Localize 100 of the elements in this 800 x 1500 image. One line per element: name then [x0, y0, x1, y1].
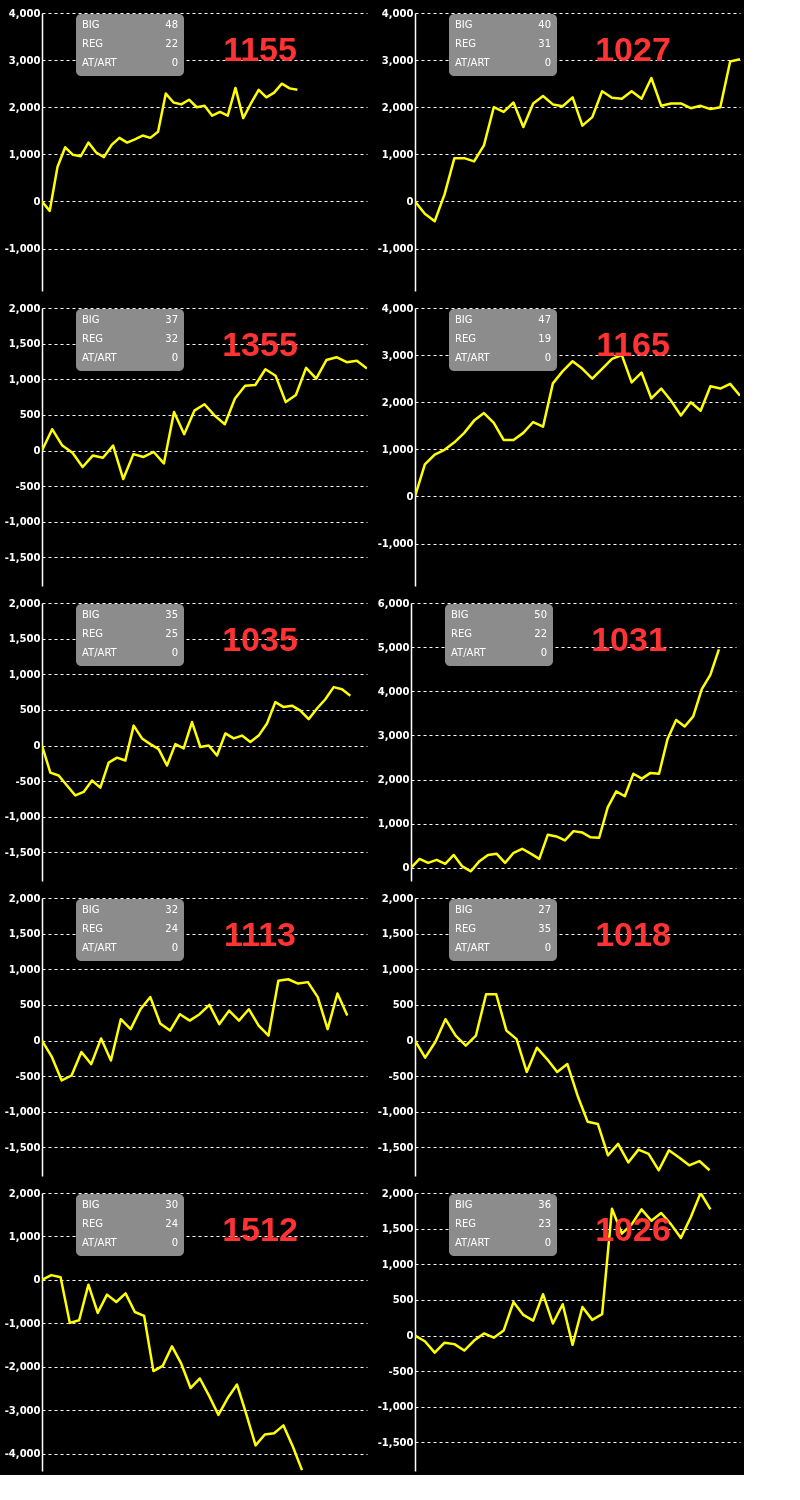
annotation: AT/ART	[455, 352, 491, 363]
y-tick-label: 1,000	[8, 373, 41, 385]
annotation: BIG	[455, 904, 473, 915]
annotation: BIG	[455, 1199, 473, 1210]
y-tick-label: 2,000	[381, 396, 414, 408]
y-tick-label: 2,000	[8, 597, 41, 609]
y-tick-label: 6,000	[377, 597, 410, 609]
annotation: AT/ART	[82, 1237, 118, 1248]
annotation: 22	[534, 628, 547, 639]
annotation: 19	[538, 333, 551, 344]
annotation: 50	[534, 609, 547, 620]
annotation: REG	[455, 923, 477, 934]
y-tick-label: -1,000	[377, 1401, 414, 1413]
annotation: BIG	[451, 609, 469, 620]
annotation: 0	[544, 57, 551, 68]
annotation: 23	[538, 1218, 551, 1229]
y-tick-label: -1,000	[377, 243, 414, 255]
y-tick-label: 1,500	[381, 1223, 414, 1235]
y-tick-label: 0	[402, 862, 410, 874]
y-tick-label: -1,500	[4, 846, 41, 858]
line-series	[415, 1193, 712, 1354]
y-tick-label: 4,000	[377, 685, 410, 697]
y-tick-label: 2,000	[381, 1187, 414, 1199]
y-tick-label: 2,000	[381, 892, 414, 904]
text: 1027	[595, 30, 671, 68]
y-tick-label: 500	[392, 1294, 414, 1306]
y-tick-label: 4,000	[8, 7, 41, 19]
y-tick-label: -1,000	[4, 516, 41, 528]
text: 1155	[223, 30, 297, 68]
y-tick-label: -2,000	[4, 1361, 41, 1373]
annotation: AT/ART	[455, 57, 491, 68]
y-tick-label: -1,000	[377, 1106, 414, 1118]
annotation: AT/ART	[82, 57, 118, 68]
annotation: 30	[165, 1199, 178, 1210]
y-tick-label: 2,000	[381, 101, 414, 113]
y-tick-label: 1,000	[381, 963, 414, 975]
y-tick-label: -1,500	[377, 1436, 414, 1448]
annotation: AT/ART	[451, 647, 487, 658]
annotation: AT/ART	[82, 647, 118, 658]
y-tick-label: 0	[406, 195, 414, 207]
y-tick-label: -500	[388, 1365, 414, 1377]
text: 1113	[224, 915, 296, 953]
annotation: BIG	[82, 609, 100, 620]
y-tick-label: 1,000	[381, 443, 414, 455]
annotation: 24	[165, 1218, 178, 1229]
annotation: REG	[455, 1218, 477, 1229]
annotation: 0	[544, 942, 551, 953]
annotation: REG	[455, 333, 477, 344]
y-tick-label: -1,500	[4, 551, 41, 563]
text: 1512	[222, 1210, 298, 1248]
y-tick-label: -1,500	[4, 1141, 41, 1153]
annotation: REG	[455, 38, 477, 49]
y-tick-label: -1,000	[4, 1317, 41, 1329]
annotation: REG	[82, 923, 104, 934]
y-tick-label: 3,000	[381, 349, 414, 361]
text: 1018	[595, 915, 671, 953]
annotation: 27	[538, 904, 551, 915]
y-tick-label: 3,000	[377, 729, 410, 741]
line-series	[42, 685, 352, 797]
annotation: 0	[171, 352, 178, 363]
annotation: AT/ART	[82, 352, 118, 363]
annotation: 25	[165, 628, 178, 639]
line-series	[42, 978, 349, 1082]
y-tick-label: 1,000	[381, 1258, 414, 1270]
annotation: 47	[538, 314, 551, 325]
y-tick-label: 1,000	[377, 818, 410, 830]
annotation: BIG	[82, 19, 100, 30]
annotation: 0	[171, 647, 178, 658]
text: 1355	[222, 325, 298, 363]
annotation: BIG	[82, 904, 100, 915]
line-series	[42, 355, 367, 481]
annotation: REG	[82, 1218, 104, 1229]
annotation: BIG	[455, 314, 473, 325]
y-tick-label: 2,000	[8, 101, 41, 113]
y-tick-label: -500	[15, 1070, 41, 1082]
annotation: 31	[538, 38, 551, 49]
annotation: AT/ART	[455, 1237, 491, 1248]
text: 1031	[591, 620, 667, 658]
annotation: 35	[538, 923, 551, 934]
y-tick-label: 1,000	[8, 668, 41, 680]
y-tick-label: -1,500	[377, 1141, 414, 1153]
y-tick-label: 0	[33, 195, 41, 207]
annotation: 0	[171, 942, 178, 953]
y-tick-label: 1,500	[381, 928, 414, 940]
annotation: 36	[538, 1199, 551, 1210]
annotation: 32	[165, 333, 178, 344]
y-tick-label: 3,000	[8, 54, 41, 66]
y-tick-label: 3,000	[381, 54, 414, 66]
y-tick-label: -1,000	[4, 243, 41, 255]
y-tick-label: 1,000	[8, 148, 41, 160]
y-tick-label: 500	[392, 999, 414, 1011]
y-tick-label: 0	[33, 1274, 41, 1286]
y-tick-label: -1,000	[4, 811, 41, 823]
y-tick-label: 2,000	[8, 892, 41, 904]
y-tick-label: 500	[19, 409, 41, 421]
y-tick-label: 1,500	[8, 338, 41, 350]
y-tick-label: 1,500	[8, 928, 41, 940]
y-tick-label: 2,000	[377, 774, 410, 786]
annotation: 0	[544, 352, 551, 363]
y-tick-label: 0	[406, 1035, 414, 1047]
